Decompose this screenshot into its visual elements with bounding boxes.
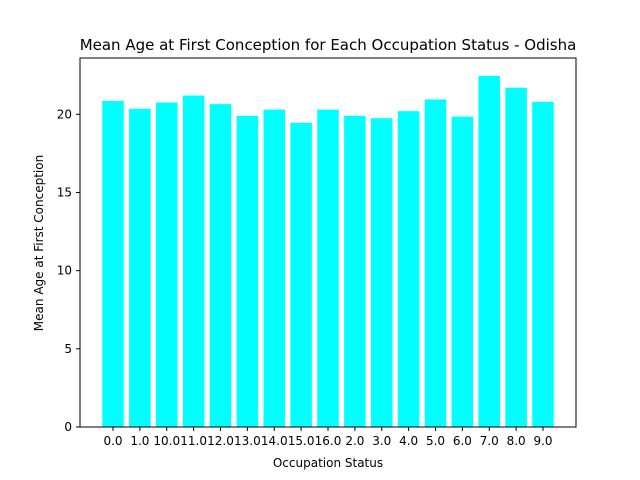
bar-10.0 — [156, 102, 178, 428]
bars-group — [102, 75, 554, 428]
x-axis-label: Occupation Status — [273, 456, 383, 470]
y-tick-label: 15 — [57, 185, 72, 199]
x-tick-label: 5.0 — [426, 434, 445, 448]
bar-8.0 — [505, 87, 527, 427]
x-tick-label: 12.0 — [207, 434, 234, 448]
bar-6.0 — [451, 116, 474, 427]
x-tick-label: 14.0 — [261, 434, 288, 448]
y-axis-ticks: 0 5 10 15 20 — [57, 107, 80, 434]
bar-11.0 — [182, 95, 205, 427]
bar-1.0 — [129, 108, 151, 428]
bar-2.0 — [344, 115, 366, 428]
bar-7.0 — [478, 75, 500, 428]
x-tick-label: 0.0 — [103, 434, 122, 448]
plot-frame — [79, 57, 577, 428]
x-tick-label: 16.0 — [315, 434, 342, 448]
x-tick-label: 10.0 — [153, 434, 180, 448]
bar-14.0 — [263, 109, 285, 427]
x-tick-label: 7.0 — [480, 434, 499, 448]
bar-13.0 — [236, 115, 259, 428]
x-tick-label: 8.0 — [507, 434, 526, 448]
x-tick-label: 11.0 — [180, 434, 207, 448]
bar-15.0 — [290, 122, 312, 428]
x-axis-ticks: 0.0 1.0 10.0 11.0 12.0 13.0 14.0 15.0 16.0 2.0 3.0… — [103, 427, 553, 448]
bar-4.0 — [397, 111, 420, 428]
y-tick-label: 20 — [57, 107, 72, 121]
bar-9.0 — [532, 101, 554, 427]
x-tick-label: 6.0 — [453, 434, 472, 448]
y-tick-label: 10 — [57, 264, 72, 278]
x-tick-label: 3.0 — [372, 434, 391, 448]
y-axis-label: Mean Age at First Conception — [32, 155, 46, 331]
y-tick-label: 5 — [64, 342, 72, 356]
x-tick-label: 13.0 — [234, 434, 261, 448]
bar-3.0 — [371, 118, 393, 428]
bar-12.0 — [209, 104, 232, 427]
x-tick-label: 1.0 — [130, 434, 149, 448]
bar-0.0 — [102, 100, 124, 428]
x-tick-label: 15.0 — [288, 434, 315, 448]
x-tick-label: 4.0 — [399, 434, 418, 448]
chart-title: Mean Age at First Conception for Each Oc… — [80, 36, 577, 54]
bar-16.0 — [317, 109, 339, 427]
x-tick-label: 2.0 — [345, 434, 364, 448]
x-tick-label: 9.0 — [533, 434, 552, 448]
y-tick-label: 0 — [64, 420, 72, 434]
bar-5.0 — [424, 99, 447, 427]
